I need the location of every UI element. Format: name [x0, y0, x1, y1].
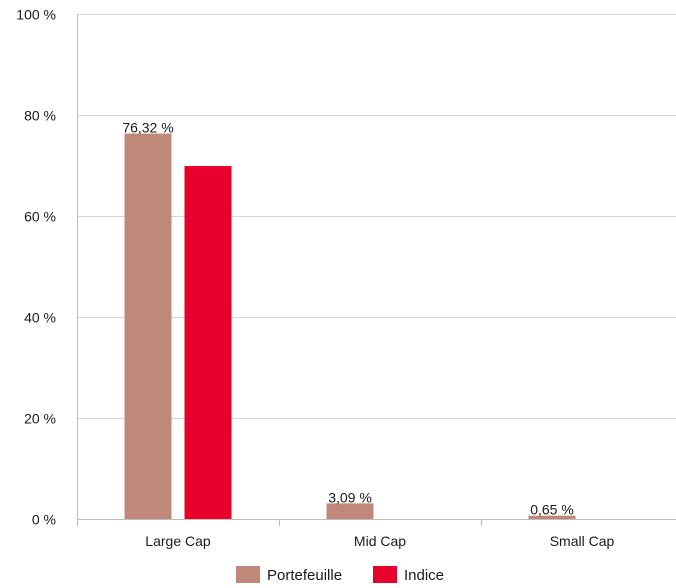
- bars: [124, 133, 576, 520]
- gridlines: [77, 14, 676, 520]
- data-label: 76,32 %: [122, 120, 173, 136]
- legend: Portefeuille Indice: [236, 566, 444, 584]
- y-tick-label: 60 %: [24, 209, 56, 225]
- y-tick-label: 20 %: [24, 411, 56, 427]
- data-label: 3,09 %: [328, 489, 372, 505]
- axes: 0 % 20 % 40 % 60 % 80 % 100 % Large Cap Mid Cap…: [16, 7, 615, 550]
- x-tick-label: Small Cap: [550, 533, 615, 549]
- bar-portefeuille: [326, 503, 374, 519]
- y-tick-label: 100 %: [16, 7, 56, 23]
- x-tick-label: Large Cap: [145, 533, 211, 549]
- data-labels: 76,32 % 3,09 % 0,65 %: [122, 120, 573, 518]
- y-tick-label: 80 %: [24, 108, 56, 124]
- bar-portefeuille: [124, 133, 172, 520]
- legend-label: Portefeuille: [267, 567, 342, 583]
- legend-label: Indice: [404, 567, 444, 583]
- bar-portefeuille: [528, 515, 576, 519]
- data-label: 0,65 %: [530, 502, 574, 518]
- x-tick-label: Mid Cap: [354, 533, 406, 549]
- legend-swatch: [236, 566, 260, 583]
- legend-swatch: [373, 566, 397, 583]
- y-tick-label: 0 %: [32, 512, 56, 528]
- y-tick-label: 40 %: [24, 310, 56, 326]
- bar-indice: [184, 166, 232, 519]
